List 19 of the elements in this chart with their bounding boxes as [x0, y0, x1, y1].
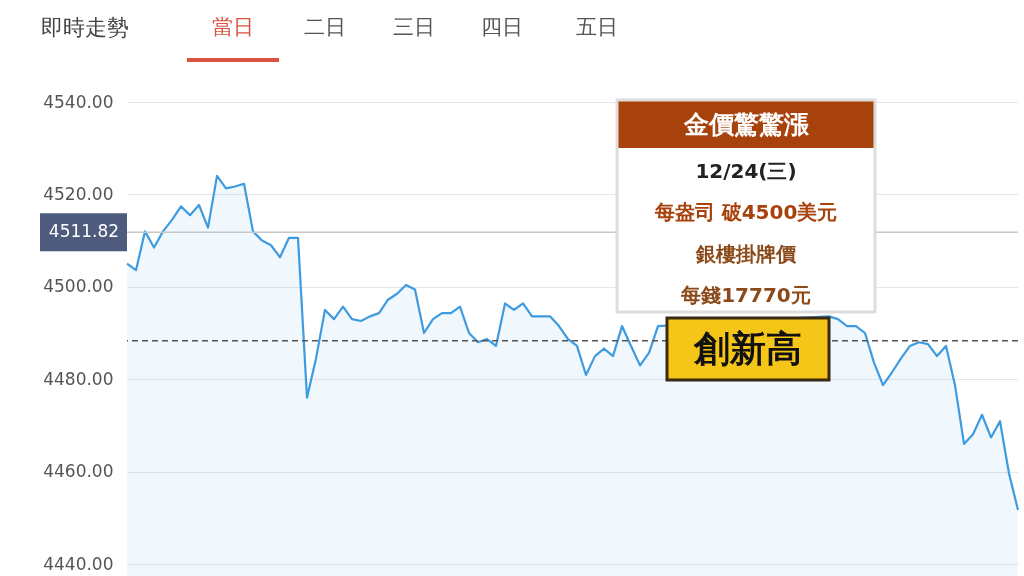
annotation: 每錢17770元	[680, 283, 811, 307]
y-tick-label: 4500.00	[43, 276, 114, 297]
ref-line-label: 4511.82	[48, 221, 120, 242]
y-tick-label: 4480.00	[43, 368, 114, 389]
y-tick-label: 4520.00	[43, 183, 114, 204]
text: 五日	[576, 15, 618, 39]
annotation: 金價驚驚漲	[682, 110, 810, 139]
annotation: 12/24(三)	[695, 159, 797, 183]
annotation: 每盎司 破4500美元	[653, 200, 838, 224]
annotation: 創新高	[693, 328, 802, 369]
y-tick-label: 4440.00	[43, 553, 114, 574]
text: 四日	[481, 15, 523, 39]
text: 三日	[393, 15, 435, 39]
chart-title: 即時走勢	[41, 15, 129, 40]
y-tick-label: 4540.00	[43, 91, 114, 112]
y-tick-label: 4460.00	[43, 461, 114, 482]
text: 當日	[212, 15, 254, 39]
text: 二日	[304, 15, 346, 39]
annotation: 銀樓掛牌價	[695, 242, 797, 266]
